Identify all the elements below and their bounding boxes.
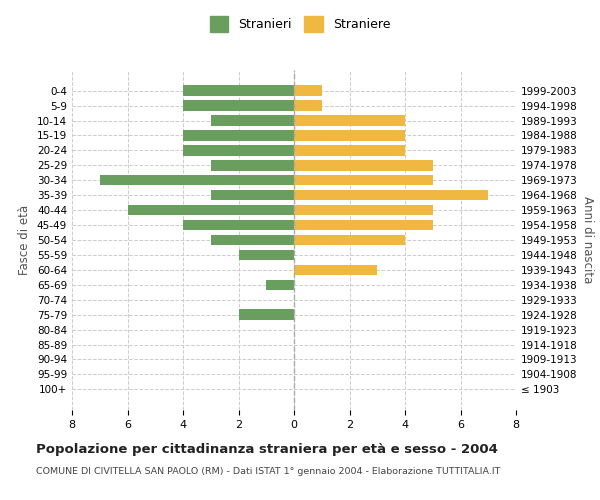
Bar — [294, 86, 322, 96]
Bar — [239, 250, 294, 260]
Bar — [294, 235, 405, 245]
Y-axis label: Anni di nascita: Anni di nascita — [581, 196, 594, 284]
Bar — [294, 264, 377, 275]
Bar — [183, 145, 294, 156]
Y-axis label: Fasce di età: Fasce di età — [19, 205, 31, 275]
Bar — [183, 86, 294, 96]
Bar — [183, 100, 294, 111]
Bar — [211, 190, 294, 200]
Bar — [294, 175, 433, 186]
Bar — [183, 130, 294, 140]
Bar — [183, 220, 294, 230]
Legend: Stranieri, Straniere: Stranieri, Straniere — [205, 11, 395, 36]
Bar — [294, 220, 433, 230]
Bar — [294, 130, 405, 140]
Bar — [266, 280, 294, 290]
Bar — [100, 175, 294, 186]
Bar — [211, 116, 294, 126]
Bar — [239, 310, 294, 320]
Bar — [211, 235, 294, 245]
Text: COMUNE DI CIVITELLA SAN PAOLO (RM) - Dati ISTAT 1° gennaio 2004 - Elaborazione T: COMUNE DI CIVITELLA SAN PAOLO (RM) - Dat… — [36, 468, 500, 476]
Bar — [294, 190, 488, 200]
Bar — [128, 205, 294, 216]
Bar — [294, 145, 405, 156]
Bar — [211, 160, 294, 170]
Bar — [294, 100, 322, 111]
Bar — [294, 160, 433, 170]
Bar — [294, 116, 405, 126]
Text: Popolazione per cittadinanza straniera per età e sesso - 2004: Popolazione per cittadinanza straniera p… — [36, 442, 498, 456]
Bar — [294, 205, 433, 216]
